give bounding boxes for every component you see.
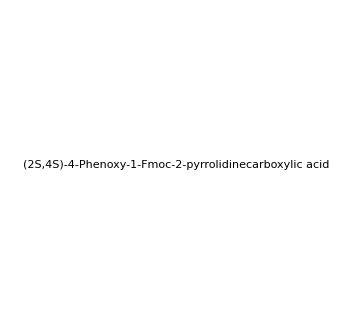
Text: (2S,4S)-4-Phenoxy-1-Fmoc-2-pyrrolidinecarboxylic acid: (2S,4S)-4-Phenoxy-1-Fmoc-2-pyrrolidineca…: [23, 160, 329, 170]
